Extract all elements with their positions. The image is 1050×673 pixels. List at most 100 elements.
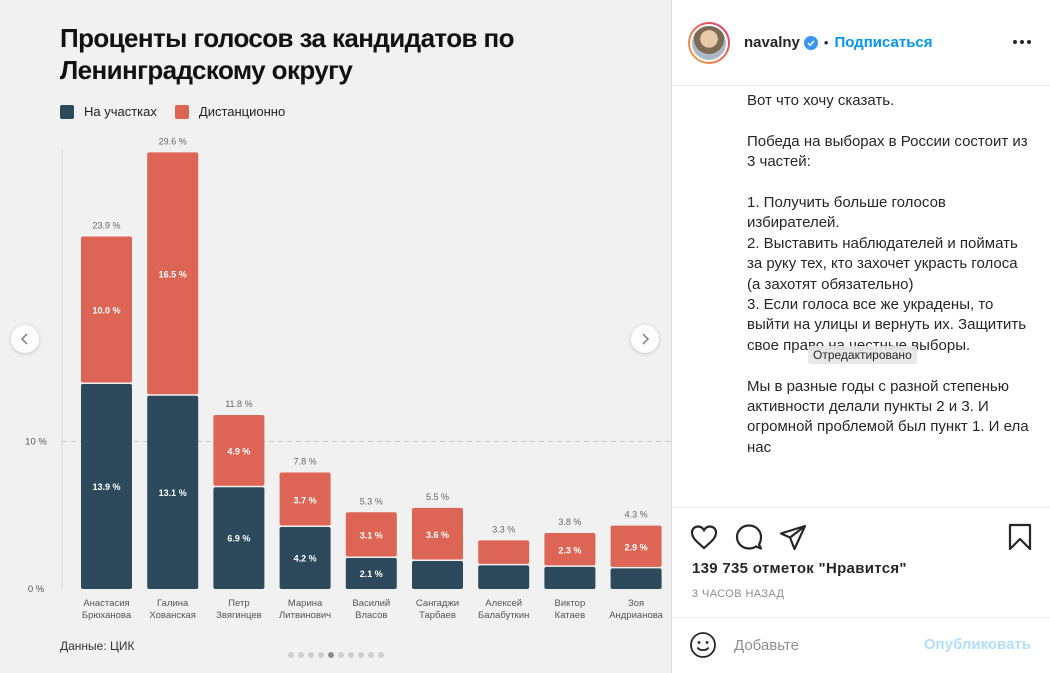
carousel-dots	[0, 652, 671, 658]
bar-remote	[544, 532, 596, 566]
x-tick-label: Андрианова	[609, 610, 663, 621]
x-tick-label: Виктор	[555, 598, 586, 609]
bar-label-remote: 10.0 %	[92, 306, 120, 316]
bar-total-label: 5.3 %	[360, 496, 383, 506]
bar-polling	[412, 560, 463, 589]
bar-polling	[544, 566, 596, 589]
legend-swatch-remote	[174, 104, 189, 119]
carousel-dot[interactable]	[337, 652, 344, 658]
bar-label-polling: 13.1 %	[159, 488, 187, 498]
bar-total-label: 7.8 %	[294, 456, 317, 466]
bar-total-label: 29.6 %	[159, 136, 187, 146]
chart-plot: 0 % 10 % 13.9 % 10.0 % 23.9 % АнастасияБрюхан…	[25, 136, 671, 621]
carousel-dot[interactable]	[327, 652, 334, 658]
post-caption: Вот что хочу сказать. Победа на выборах в…	[672, 87, 1050, 507]
bar-label-remote: 2.3 %	[558, 545, 581, 555]
publish-button[interactable]: Опубликовать	[923, 636, 1031, 653]
bar-label-polling: 2.1 %	[360, 569, 383, 579]
bar-remote	[345, 512, 397, 557]
x-tick-label: Петр	[228, 598, 249, 609]
follow-button[interactable]: Подписаться	[834, 34, 933, 51]
bar-remote	[412, 507, 463, 560]
bar-label-remote: 2.9 %	[625, 542, 648, 552]
bar-remote	[81, 236, 132, 383]
likes-count[interactable]: 139 735 отметок "Нравится"	[692, 560, 907, 577]
bar-remote	[213, 414, 265, 486]
x-tick-label: Хованская	[149, 610, 196, 621]
caption-fade	[672, 470, 1050, 508]
y-tick-label: 0 %	[28, 584, 45, 595]
username-link[interactable]: navalny	[744, 34, 800, 51]
bar-total-label: 11.8 %	[225, 399, 252, 409]
bar-label-remote: 3.7 %	[294, 495, 317, 505]
x-tick-label: Власов	[355, 610, 387, 621]
bar-remote	[610, 525, 662, 567]
carousel-dot[interactable]	[377, 652, 384, 658]
comment-icon[interactable]	[734, 522, 764, 552]
bar-polling	[147, 395, 199, 589]
like-heart-icon[interactable]	[689, 522, 719, 552]
caption-paragraph: Вот что хочу сказать.	[747, 92, 895, 109]
bar-label-polling: 6.9 %	[227, 534, 250, 544]
carousel-dot[interactable]	[367, 652, 374, 658]
post-image: Проценты голосов за кандидатов по Ленинг…	[0, 0, 671, 673]
verified-badge-icon	[803, 35, 818, 50]
post-sidebar: navalny • Подписаться Вот что хочу сказа…	[671, 0, 1050, 673]
caption-paragraph: Победа на выборах в России состоит из 3 …	[747, 132, 1032, 171]
bar-polling	[81, 383, 132, 589]
bar-remote	[478, 540, 530, 564]
bookmark-save-icon[interactable]	[1005, 522, 1035, 552]
x-tick-label: Галина	[157, 598, 189, 609]
chart-title: Проценты голосов за кандидатов по Ленинг…	[60, 23, 515, 85]
caption-paragraph: 1. Получить больше голосов избирателей. …	[747, 194, 1027, 354]
bar-label-remote: 4.9 %	[227, 447, 250, 457]
edited-tooltip: Отредактировано	[808, 346, 917, 364]
bar-polling	[345, 558, 397, 589]
x-tick-label: Марина	[288, 598, 323, 609]
carousel-prev-button[interactable]	[11, 325, 39, 353]
bar-label-polling: 4.2 %	[294, 554, 317, 564]
legend-item-polling: На участках	[60, 104, 157, 119]
carousel-next-button[interactable]	[631, 325, 659, 353]
chart-source: Данные: ЦИК	[60, 639, 135, 653]
bar-total-label: 23.9 %	[92, 220, 120, 230]
carousel-dot[interactable]	[357, 652, 364, 658]
post-header: navalny • Подписаться	[672, 0, 1050, 86]
bar-total-label: 4.3 %	[625, 510, 648, 520]
emoji-icon[interactable]	[689, 631, 717, 659]
header-separator: •	[823, 35, 829, 50]
legend-swatch-polling	[60, 104, 74, 119]
x-tick-label: Звягинцев	[216, 610, 262, 621]
caption-paragraph: Мы в разные годы с разной степенью актив…	[747, 377, 1033, 456]
avatar[interactable]	[688, 21, 730, 64]
chevron-left-icon	[20, 333, 28, 345]
bar-polling	[279, 527, 331, 589]
bar-remote	[147, 152, 199, 395]
post-timestamp[interactable]: 3 ЧАСОВ НАЗАД	[692, 588, 785, 600]
x-tick-label: Василий	[352, 598, 390, 609]
y-tick-label: 10 %	[25, 437, 47, 448]
bar-remote	[279, 472, 331, 526]
comment-input[interactable]	[734, 634, 894, 656]
bar-label-remote: 3.6 %	[426, 530, 449, 540]
x-tick-label: Балабуткин	[478, 610, 529, 621]
chart-legend: На участках Дистанционно	[60, 104, 303, 119]
share-send-icon[interactable]	[778, 522, 808, 552]
chevron-right-icon	[642, 333, 650, 345]
x-tick-label: Алексей	[485, 598, 522, 609]
carousel-dot[interactable]	[347, 652, 354, 658]
bar-total-label: 5.5 %	[426, 492, 449, 502]
bar-label-remote: 16.5 %	[159, 270, 187, 280]
carousel-dot[interactable]	[307, 652, 314, 658]
carousel-dot[interactable]	[287, 652, 294, 658]
more-options-icon[interactable]	[1013, 32, 1031, 52]
x-tick-label: Катаев	[555, 610, 585, 621]
carousel-dot[interactable]	[317, 652, 324, 658]
carousel-dot[interactable]	[297, 652, 304, 658]
post-actions: 139 735 отметок "Нравится" 3 ЧАСОВ НАЗАД	[672, 507, 1050, 622]
bar-polling	[478, 565, 530, 589]
x-tick-label: Зоя	[628, 598, 644, 609]
bar-label-remote: 3.1 %	[360, 531, 383, 541]
comment-bar: Опубликовать	[672, 617, 1050, 673]
